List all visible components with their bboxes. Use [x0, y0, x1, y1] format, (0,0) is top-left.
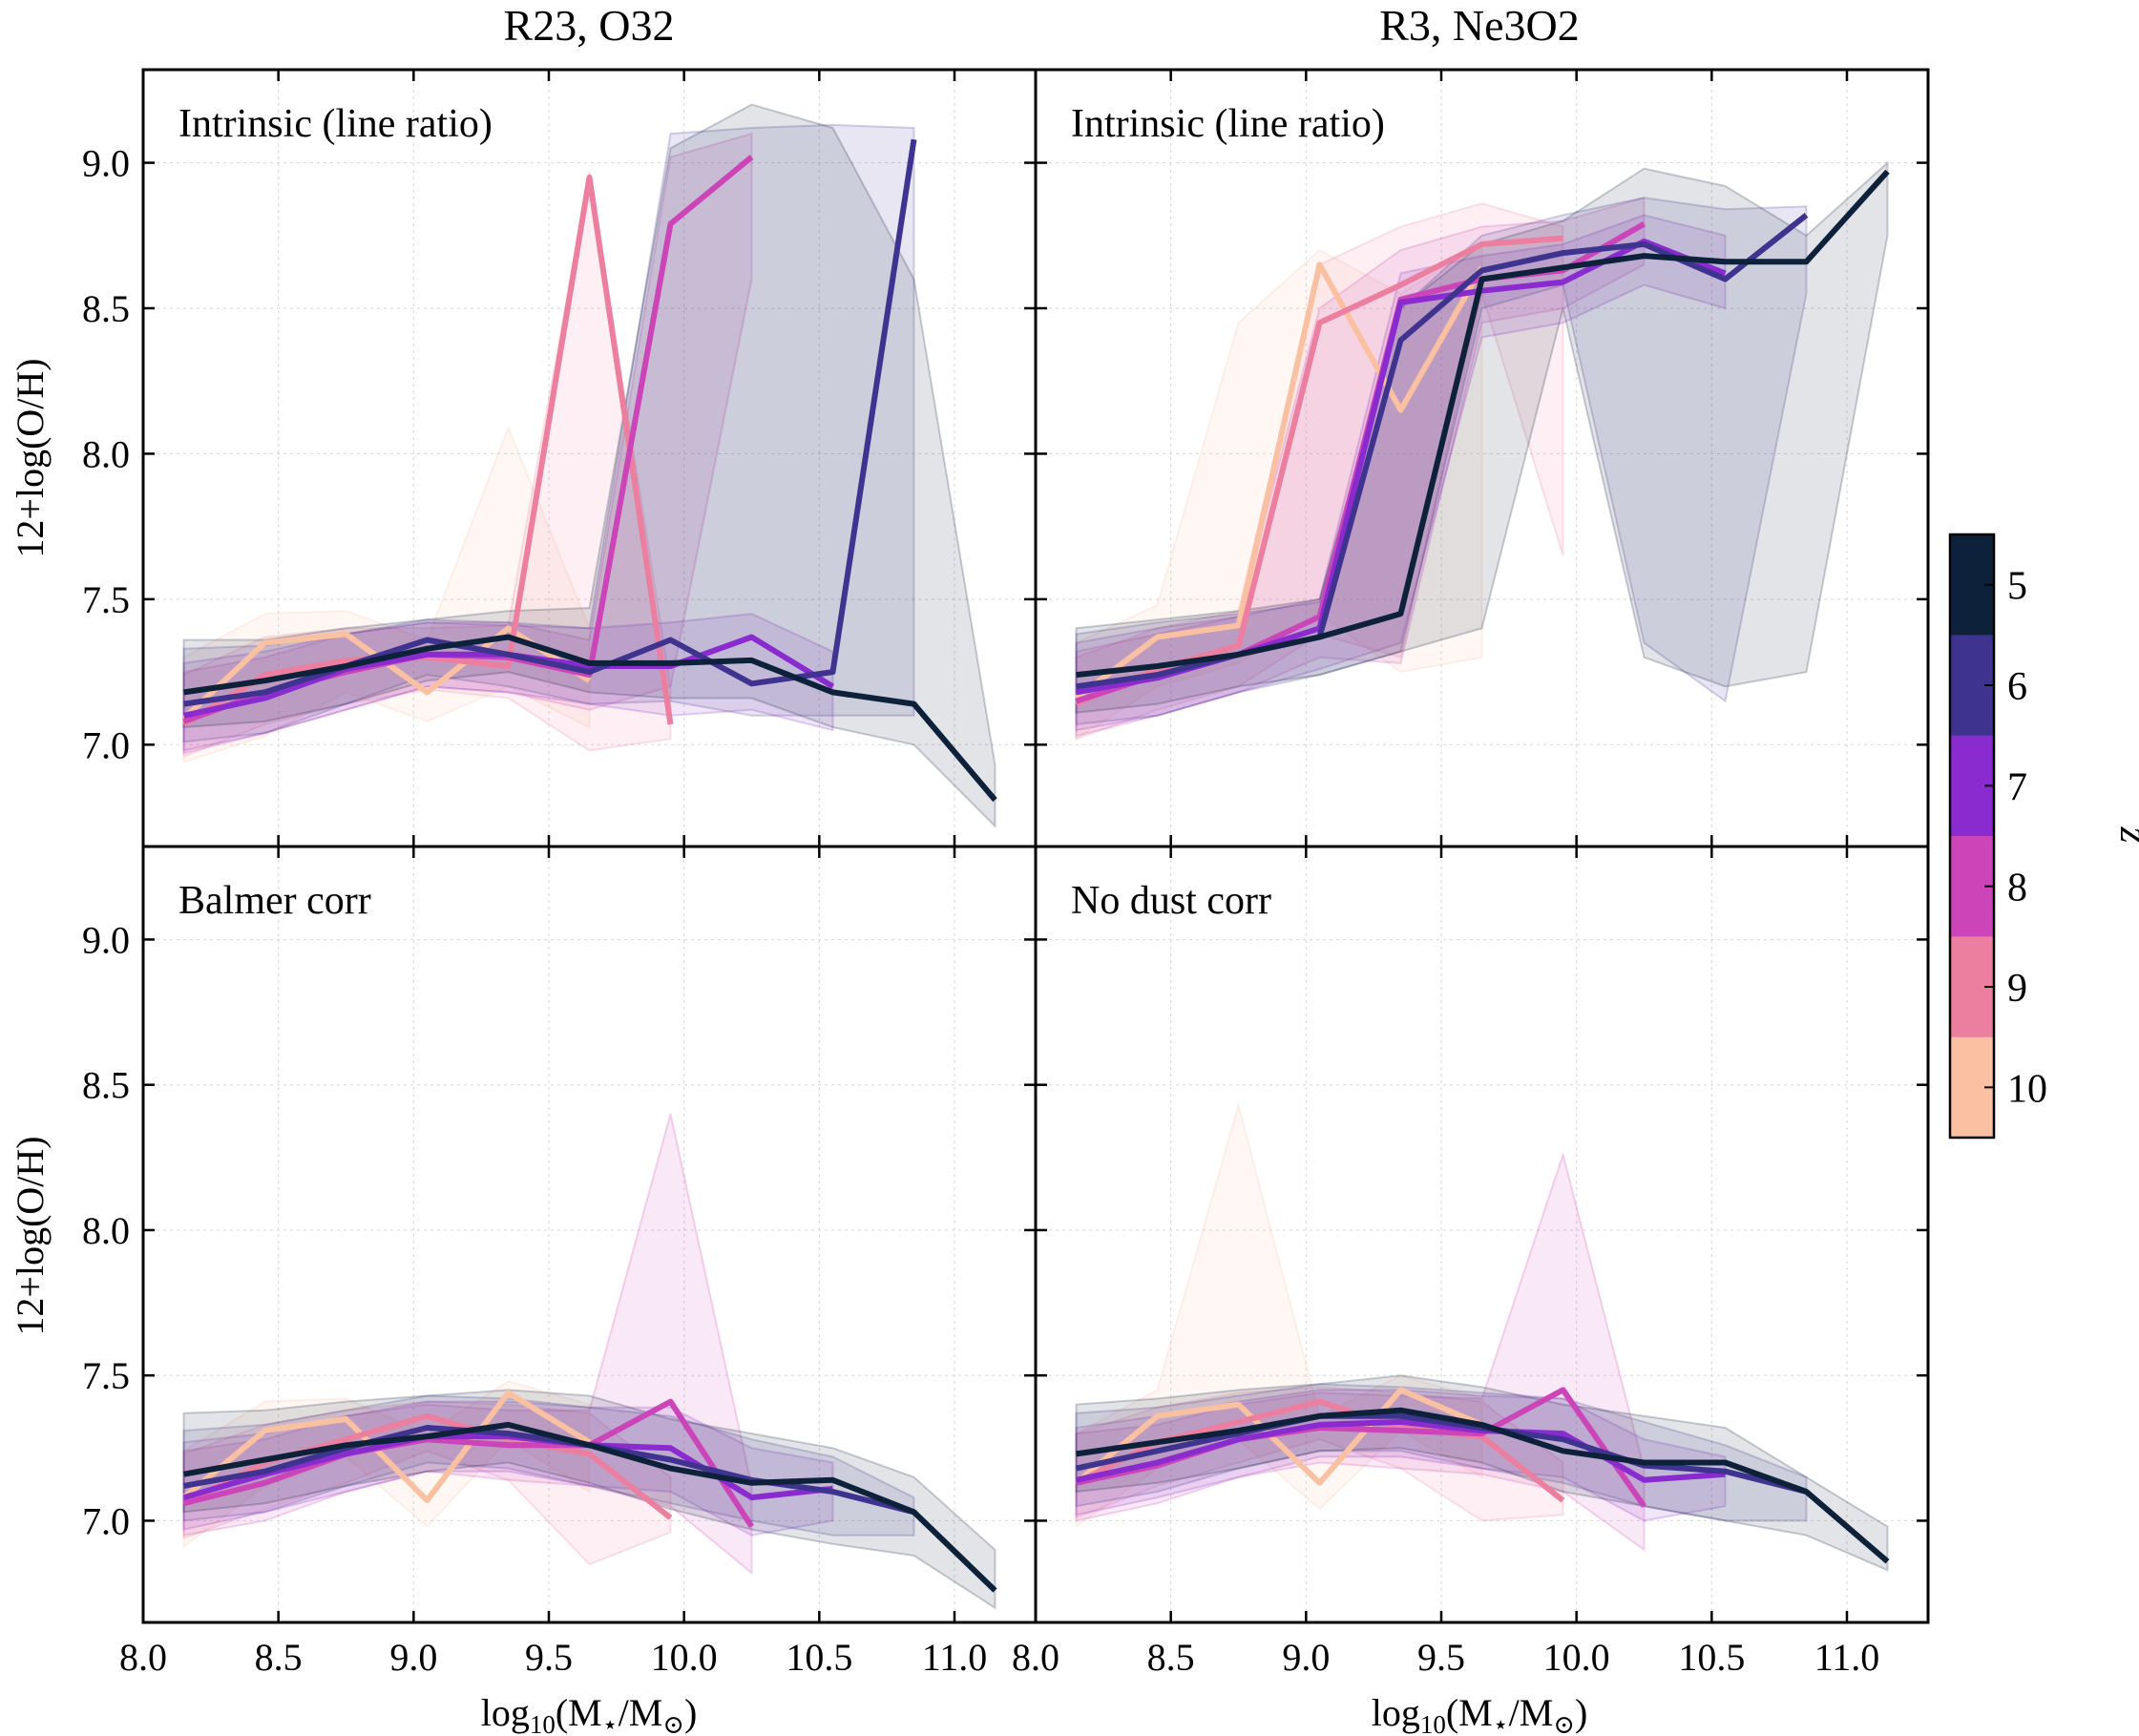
panel-label: Balmer corr — [178, 879, 371, 923]
band-z5 — [182, 103, 996, 829]
colorbar-tick-label: 10 — [2007, 1067, 2047, 1111]
y-tick-label: 8.0 — [82, 432, 130, 475]
xlabel-close: ) — [684, 1691, 697, 1734]
panel-top-left: 7.0 7.5 8.0 8.5 9.0 Intrinsic (line ratio) — [82, 68, 1038, 848]
colorbar-tick-label: 5 — [2007, 565, 2027, 609]
xlabel-slash: /M — [1509, 1691, 1554, 1734]
x-tick-label: 8.0 — [1012, 1636, 1059, 1679]
band-z7 — [182, 1400, 834, 1537]
xlabel-star: ⋆ — [1493, 1710, 1509, 1736]
ylabel-top: 12+log(O/H) — [9, 358, 52, 557]
line-z8 — [182, 1398, 755, 1529]
band-z9 — [182, 171, 672, 758]
panel-frame — [1034, 845, 1930, 1624]
panel-label: Intrinsic (line ratio) — [1071, 102, 1385, 146]
panel-bottom-left: 8.0 8.5 9.0 9.5 10.0 10.5 11.0 7.0 7.5 8.0 8.5 9.0 B… — [82, 845, 1038, 1679]
band-z6 — [182, 123, 915, 743]
colorbar-tick-label: 9 — [2007, 967, 2027, 1011]
line-z5 — [1076, 1407, 1890, 1564]
xlabel-sun: ⊙ — [662, 1710, 684, 1736]
x-tick-label: 9.5 — [525, 1636, 573, 1679]
panel-label: No dust corr — [1071, 879, 1271, 923]
line-z6 — [182, 1425, 915, 1516]
line-z6 — [1075, 1412, 1808, 1495]
xlabel-slash: /M — [619, 1691, 663, 1734]
band-z7 — [1075, 214, 1727, 732]
line-z5 — [1076, 169, 1890, 679]
band-z7 — [182, 613, 834, 752]
xlabel-paren: (M — [1446, 1691, 1493, 1734]
x-tick-label: 10.0 — [1543, 1636, 1610, 1679]
panel-bottom-right: 8.0 8.5 9.0 9.5 10.0 10.5 11.0 No dust corr — [1012, 845, 1930, 1679]
y-tick-label: 9.0 — [82, 142, 130, 185]
y-tick-label: 8.5 — [82, 287, 130, 330]
y-tick-label: 7.0 — [82, 1499, 130, 1542]
colorbar-tick-label: 8 — [2007, 867, 2027, 910]
x-tick-label: 10.0 — [651, 1636, 718, 1679]
band-z8 — [182, 132, 753, 755]
x-tick-label: 11.0 — [1814, 1636, 1880, 1679]
ylabel-bottom: 12+log(O/H) — [9, 1136, 52, 1335]
xlabel-right: log10(M⋆/M⊙) — [1372, 1691, 1588, 1736]
line-z10 — [1074, 1387, 1483, 1486]
xlabel-left: log10(M⋆/M⊙) — [481, 1691, 698, 1736]
xlabel-sun: ⊙ — [1553, 1710, 1575, 1736]
panel-top-right: Intrinsic (line ratio) — [1034, 68, 1930, 848]
x-tick-label: 8.5 — [255, 1636, 303, 1679]
panel-label: Intrinsic (line ratio) — [178, 102, 493, 146]
line-z7 — [1075, 1418, 1726, 1483]
line-z10 — [181, 1390, 592, 1504]
col-title-left: R23, O32 — [504, 1, 675, 50]
x-tick-label: 9.0 — [389, 1636, 437, 1679]
xlabel-close: ) — [1575, 1691, 1587, 1734]
x-tick-label: 9.0 — [1282, 1636, 1330, 1679]
xlabel-sub: 10 — [530, 1710, 556, 1736]
x-tick-label: 8.0 — [119, 1636, 167, 1679]
y-tick-label: 8.5 — [82, 1064, 130, 1107]
xlabel-star: ⋆ — [602, 1710, 619, 1736]
colorbar-tick-label: 6 — [2007, 665, 2027, 709]
x-tick-label: 10.5 — [786, 1636, 852, 1679]
y-tick-label: 7.0 — [82, 723, 130, 766]
xlabel-paren: (M — [556, 1691, 602, 1734]
colorbar-tick-label: 7 — [2007, 765, 2027, 809]
col-title-right: R3, Ne3O2 — [1379, 1, 1580, 50]
line-z5 — [183, 634, 997, 803]
line-z10 — [1074, 261, 1485, 701]
x-tick-label: 8.5 — [1147, 1636, 1195, 1679]
y-tick-label: 9.0 — [82, 918, 130, 961]
colorbar: 5 6 7 8 9 10 — [1948, 533, 2047, 1140]
x-tick-label: 9.5 — [1417, 1636, 1465, 1679]
colorbar-frame — [1948, 533, 1996, 1140]
y-tick-label: 7.5 — [82, 1354, 130, 1397]
x-tick-label: 10.5 — [1678, 1636, 1745, 1679]
xlabel-sub: 10 — [1420, 1710, 1446, 1736]
y-tick-label: 7.5 — [82, 578, 130, 621]
colorbar-label: z — [2111, 826, 2139, 843]
line-z6 — [1076, 213, 1809, 690]
xlabel-log: log — [481, 1691, 530, 1734]
xlabel-log: log — [1372, 1691, 1420, 1734]
x-tick-label: 11.0 — [922, 1636, 988, 1679]
y-tick-label: 8.0 — [82, 1209, 130, 1252]
line-z5 — [182, 1421, 997, 1593]
